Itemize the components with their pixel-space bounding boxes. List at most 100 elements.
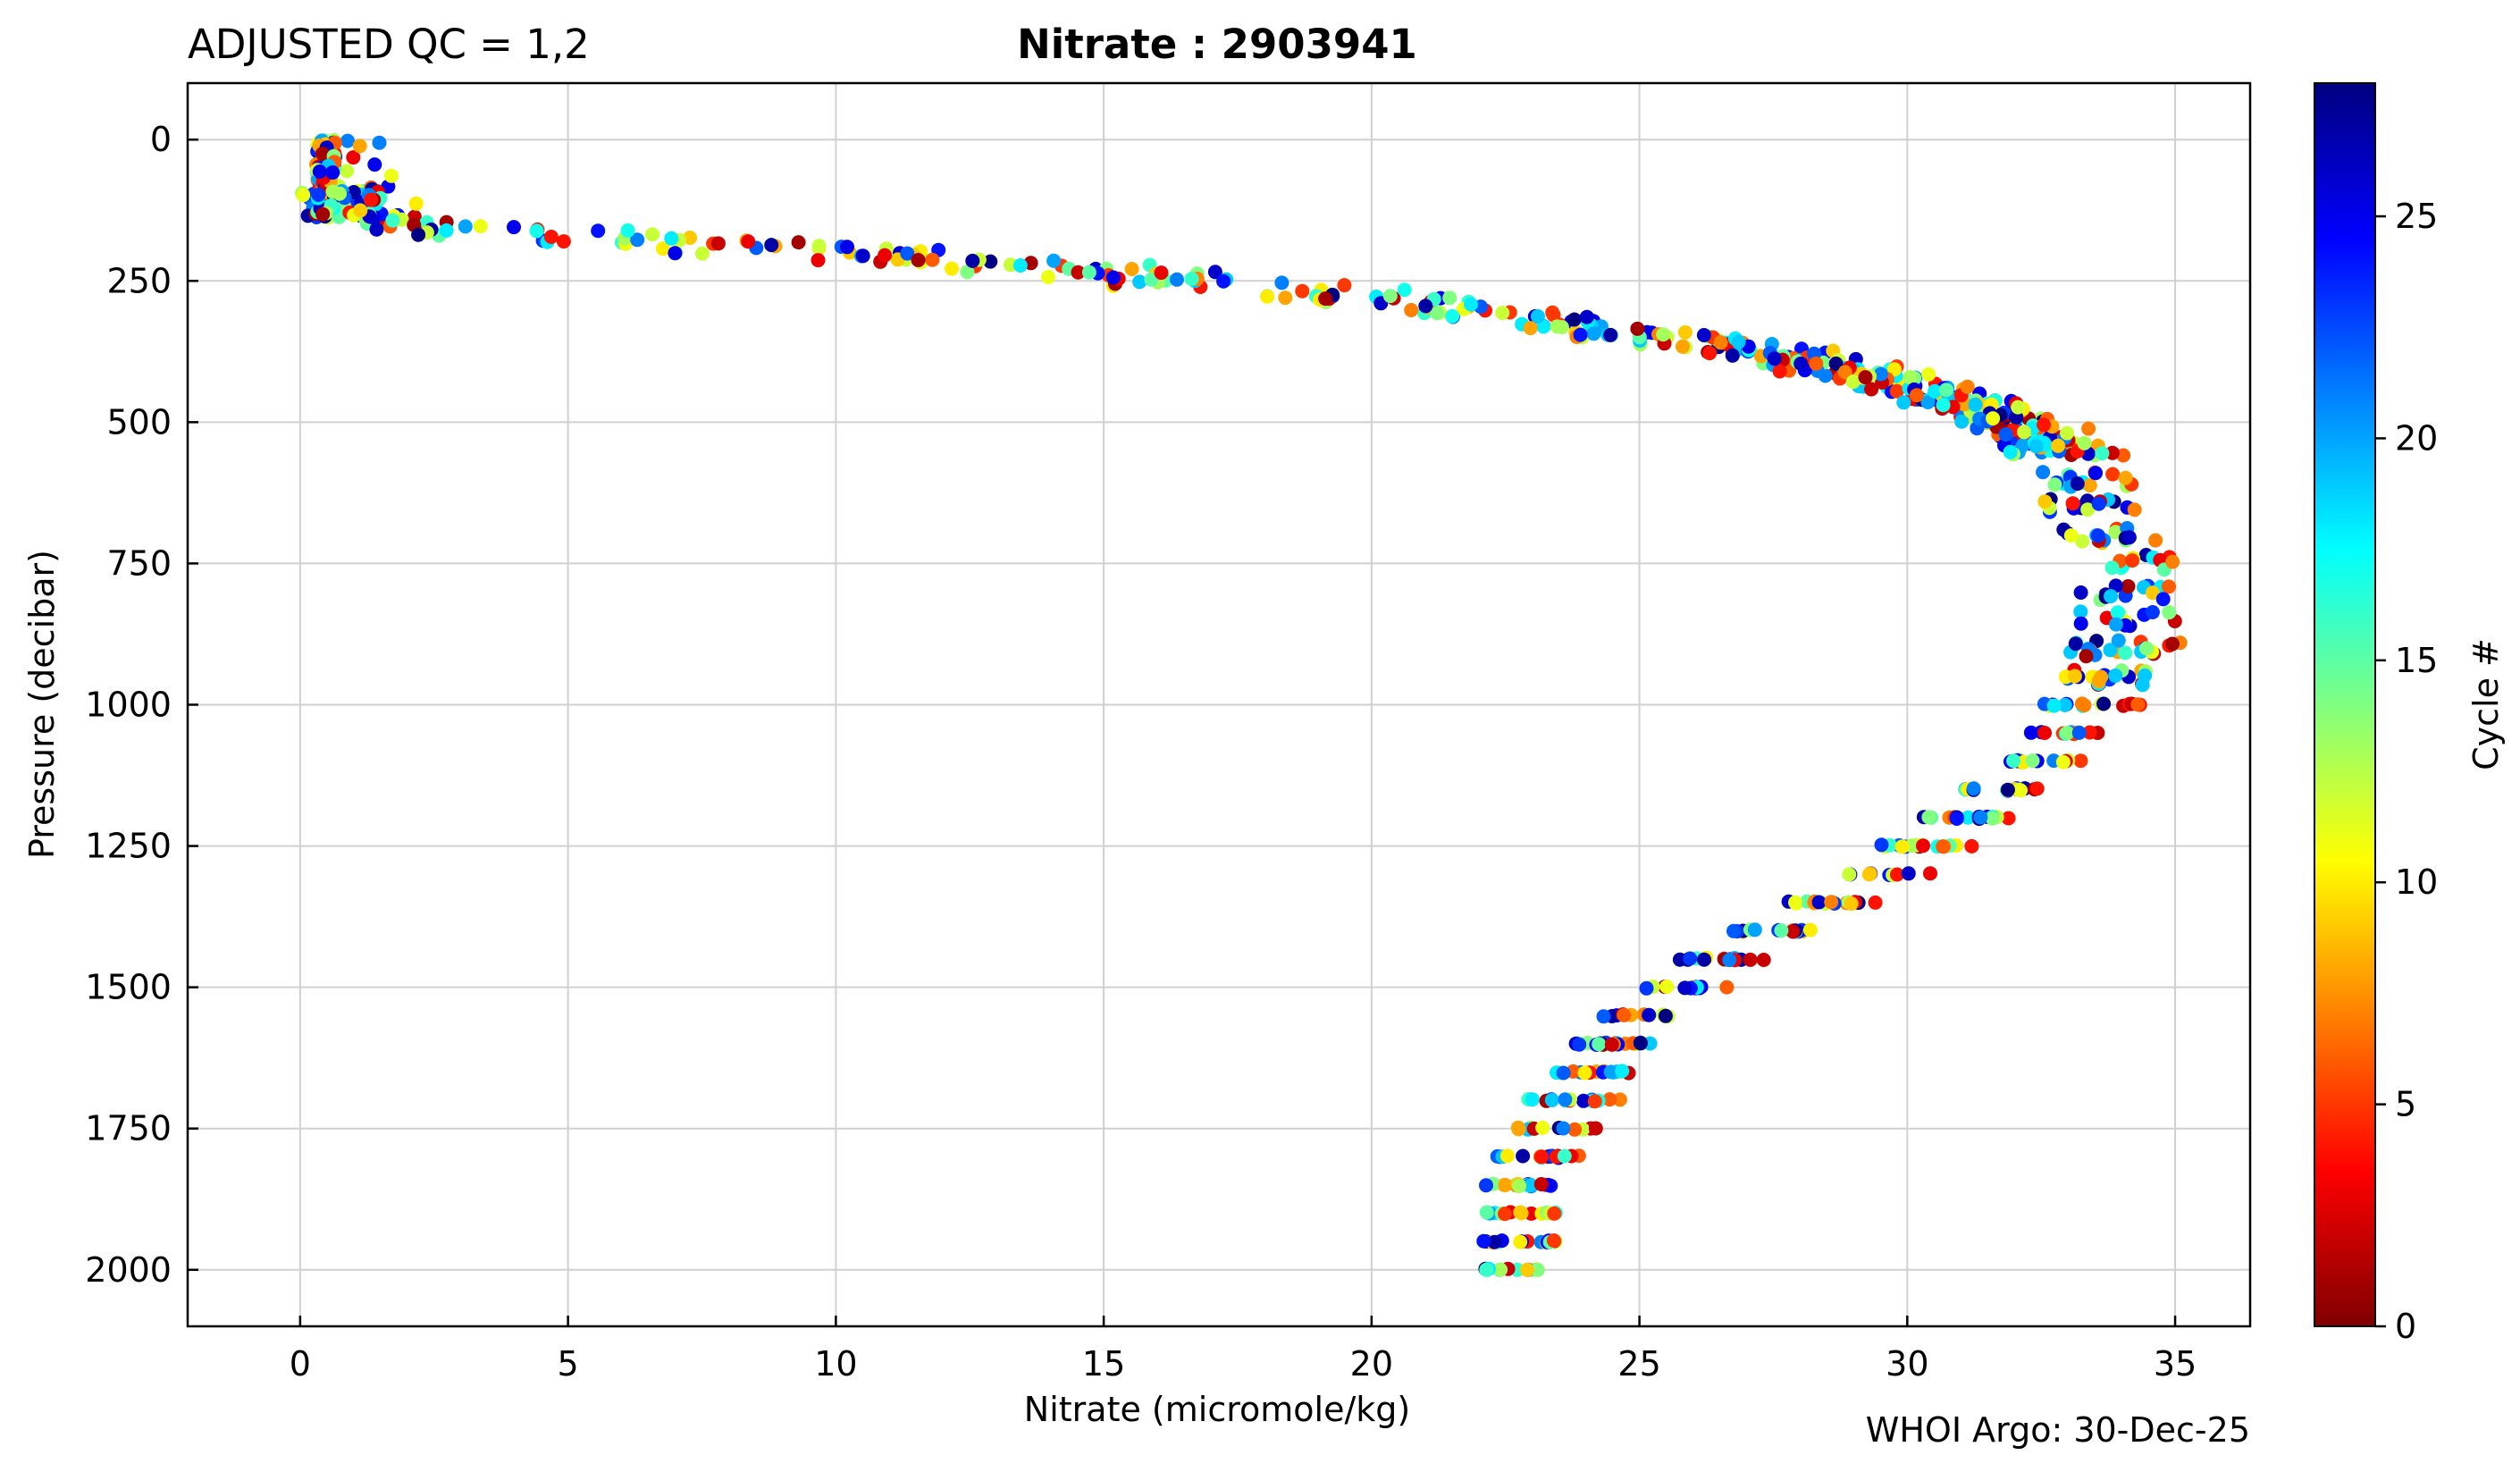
data-point (2108, 669, 2123, 683)
data-point (1702, 346, 1718, 361)
data-point (369, 222, 384, 237)
data-point (340, 164, 355, 179)
data-point (2001, 811, 2016, 826)
data-point (1535, 1120, 1550, 1135)
data-point (1936, 839, 1951, 854)
data-point (1697, 952, 1711, 967)
data-point (1476, 1233, 1491, 1249)
data-point (1596, 1009, 1611, 1024)
data-point (1587, 1094, 1602, 1109)
data-point (2029, 439, 2044, 454)
data-point (960, 265, 975, 280)
data-point (811, 239, 827, 254)
data-point (2067, 669, 2082, 684)
data-point (1513, 1234, 1528, 1249)
data-point (2104, 560, 2120, 576)
data-point (1949, 812, 1964, 826)
data-point (2155, 592, 2171, 607)
data-point (1556, 1065, 1571, 1081)
data-point (458, 219, 473, 234)
data-point (2118, 470, 2133, 485)
data-point (2145, 605, 2160, 619)
data-point (1586, 326, 1601, 341)
data-point (2111, 633, 2126, 648)
y-tick-label: 750 (106, 543, 172, 583)
data-point (1081, 265, 1096, 280)
data-point (1921, 810, 1936, 825)
data-point (2006, 753, 2021, 769)
data-point (1557, 1148, 1572, 1164)
data-point (1041, 270, 1055, 284)
data-point (2110, 605, 2125, 620)
data-point (1404, 303, 1419, 317)
data-point (1105, 270, 1121, 285)
data-point (296, 188, 311, 203)
data-point (1479, 1178, 1493, 1193)
data-point (1604, 1037, 1619, 1052)
data-point (2047, 477, 2062, 492)
data-point (340, 133, 355, 148)
data-point (1639, 980, 1654, 996)
data-point (2073, 585, 2088, 600)
data-point (1901, 866, 1916, 881)
data-point (2091, 496, 2106, 511)
y-tick-label: 250 (106, 261, 172, 300)
data-point (1144, 272, 1159, 287)
data-point (1864, 382, 1879, 397)
data-point (1544, 1092, 1559, 1107)
data-point (1824, 895, 1839, 910)
x-tick-label: 5 (558, 1344, 579, 1384)
data-point (2095, 446, 2110, 461)
data-point (1719, 980, 1735, 995)
colorbar-ticks: 0 5 10 15 20 25 (2375, 197, 2438, 1346)
data-point (2130, 697, 2146, 712)
colorbar-label: Cycle # (2466, 638, 2506, 770)
data-point (1894, 839, 1910, 854)
data-point (683, 231, 698, 245)
data-point (1774, 923, 1789, 938)
data-point (2139, 641, 2154, 656)
data-point (1556, 1121, 1571, 1136)
data-point (645, 227, 660, 242)
data-point (840, 240, 854, 255)
data-point (1890, 867, 1904, 882)
data-point (2065, 496, 2080, 511)
data-point (1966, 781, 1981, 796)
data-point (1793, 356, 1809, 371)
data-point (1968, 397, 1983, 412)
data-point (1295, 283, 1310, 299)
data-point (1725, 348, 1740, 363)
data-point (1713, 335, 1728, 350)
data-point (1550, 319, 1565, 334)
x-tick-label: 25 (1617, 1344, 1660, 1384)
data-point (1903, 370, 1918, 384)
data-point (1445, 308, 1460, 324)
data-point (2109, 617, 2123, 632)
data-point (2125, 553, 2140, 568)
data-point (2037, 417, 2052, 433)
data-point (1523, 321, 1538, 336)
data-point (353, 203, 368, 218)
data-point (878, 248, 893, 263)
data-point (2096, 696, 2112, 711)
data-point (1498, 1207, 1512, 1222)
data-point (1170, 272, 1184, 287)
data-point (1683, 951, 1698, 966)
data-point (2077, 435, 2092, 450)
data-point (1767, 351, 1782, 366)
data-point (1617, 1007, 1632, 1022)
data-point (2070, 476, 2085, 492)
data-point (1676, 339, 1690, 354)
data-point (1524, 1178, 1539, 1193)
data-point (2037, 726, 2052, 740)
data-point (1986, 411, 2001, 426)
colorbar-tick-label: 0 (2395, 1307, 2416, 1346)
data-points (295, 132, 2188, 1277)
colorbar-tick-label: 10 (2395, 862, 2438, 902)
data-point (473, 219, 488, 234)
data-point (1837, 365, 1852, 380)
data-point (620, 223, 635, 238)
data-point (1844, 896, 1859, 911)
data-point (2091, 674, 2106, 689)
data-point (1731, 334, 1746, 349)
